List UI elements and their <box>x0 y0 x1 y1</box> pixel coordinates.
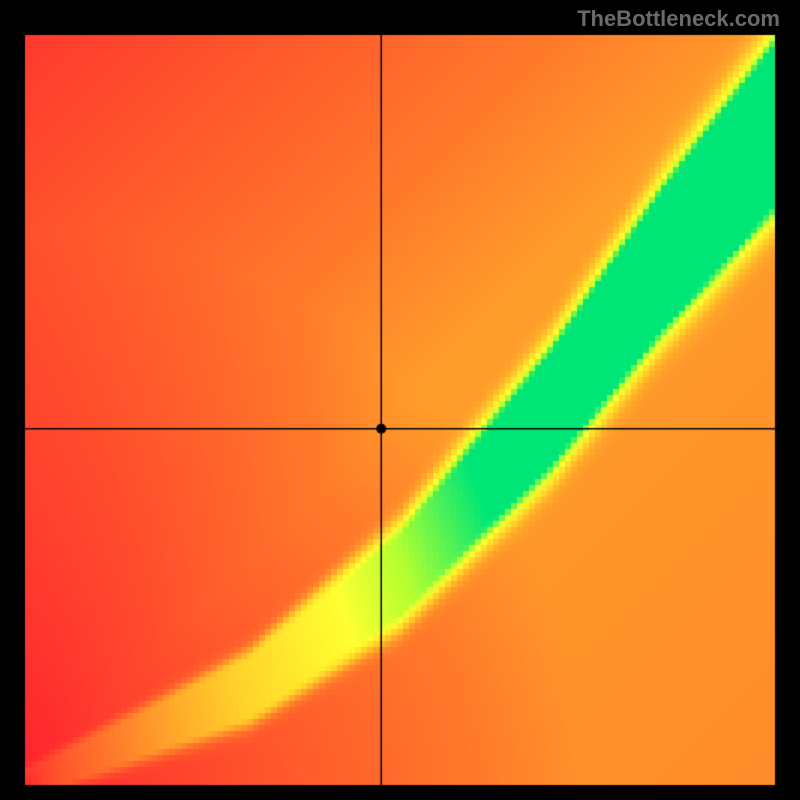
watermark-text: TheBottleneck.com <box>577 6 780 32</box>
bottleneck-heatmap <box>0 0 800 800</box>
